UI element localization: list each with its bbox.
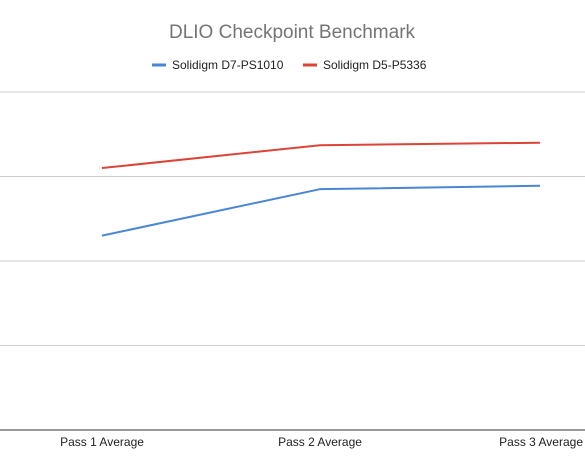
x-axis-tick-labels: Pass 1 Average Pass 2 Average Pass 3 Avera… (60, 435, 583, 449)
data-point-1-0[interactable] (99, 165, 105, 171)
legend-item-1[interactable]: Solidigm D5-P5336 (303, 58, 427, 72)
data-point-1-2[interactable] (537, 140, 543, 146)
series-line-0[interactable] (101, 184, 541, 237)
legend-label-1: Solidigm D5-P5336 (323, 58, 427, 72)
x-tick-label-1: Pass 2 Average (278, 435, 362, 449)
legend: Solidigm D7-PS1010 Solidigm D5-P5336 (152, 58, 427, 72)
legend-label-0: Solidigm D7-PS1010 (172, 58, 284, 72)
data-point-0-1[interactable] (317, 186, 323, 192)
legend-item-0[interactable]: Solidigm D7-PS1010 (152, 58, 284, 72)
x-tick-label-0: Pass 1 Average (60, 435, 144, 449)
x-tick-label-2: Pass 3 Average (499, 435, 583, 449)
chart-title: DLIO Checkpoint Benchmark (169, 22, 416, 43)
data-point-0-0[interactable] (99, 233, 105, 239)
series-line-1[interactable] (101, 141, 541, 170)
gridlines (0, 91, 585, 346)
data-point-0-2[interactable] (537, 183, 543, 189)
series-layer (99, 140, 543, 239)
data-point-1-1[interactable] (317, 142, 323, 148)
